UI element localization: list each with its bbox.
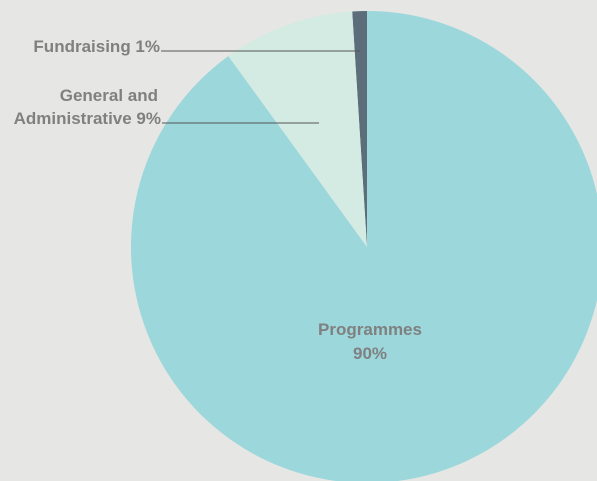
pie-slice-general-and-administrative (228, 11, 367, 247)
pie-slices (131, 11, 597, 481)
label-general-line2: Administrative 9% (14, 109, 161, 128)
pie-slice-fundraising (352, 11, 367, 247)
label-general-line1: General and (60, 86, 158, 105)
label-programmes-name: Programmes (318, 320, 422, 339)
label-programmes-percent: 90% (353, 344, 387, 363)
pie-slice-programmes (131, 11, 597, 481)
label-fundraising: Fundraising 1% (33, 37, 160, 56)
